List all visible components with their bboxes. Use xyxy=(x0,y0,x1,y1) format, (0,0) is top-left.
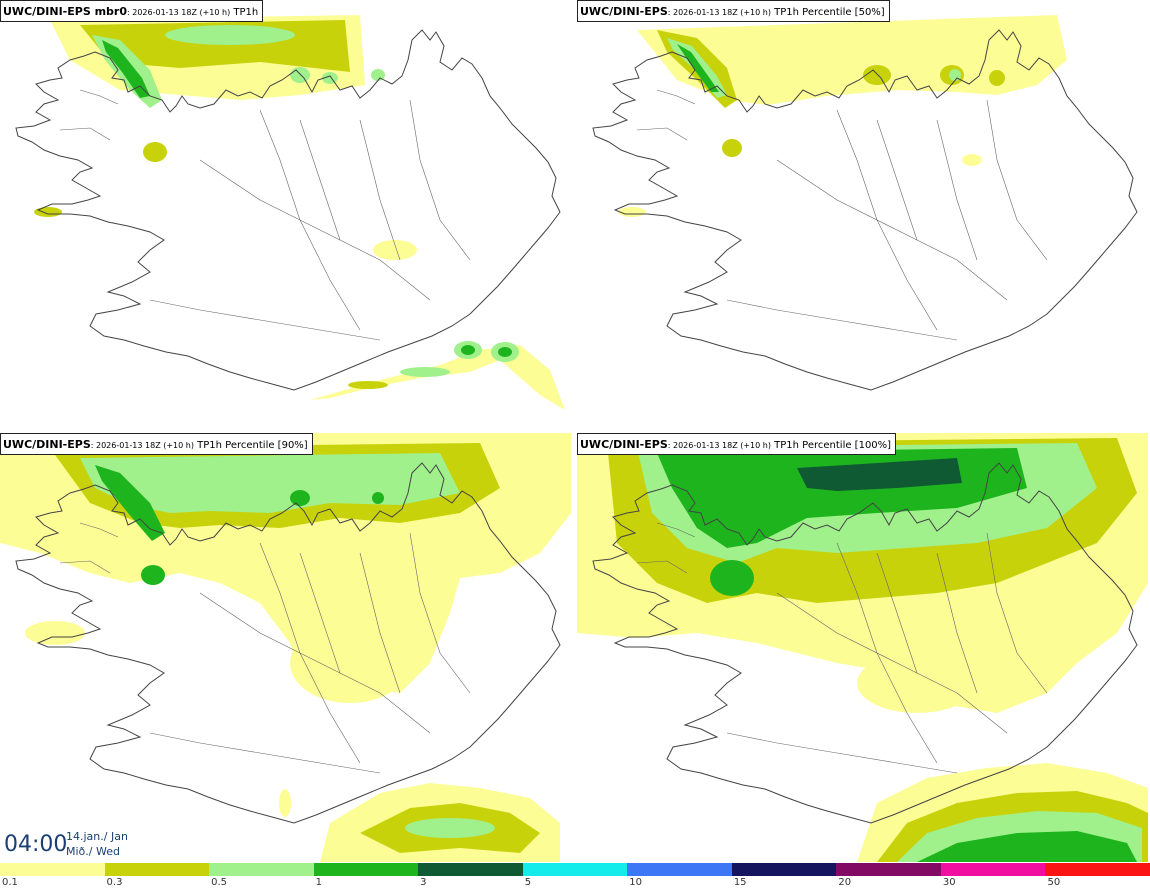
legend-swatch xyxy=(940,863,1046,876)
legend-label: 0.1 xyxy=(2,877,18,888)
legend-label: 0.5 xyxy=(211,877,227,888)
legend-label: 0.3 xyxy=(106,877,123,888)
parameter-name: TP1h Percentile [90%] xyxy=(193,440,308,451)
legend-swatch xyxy=(627,863,732,876)
panel-title: UWC/DINI-EPS: 2026-01-13 18Z (+10 h) TP1… xyxy=(577,0,890,22)
parameter-name: TP1h Percentile [50%] xyxy=(770,7,885,18)
legend-swatch xyxy=(209,863,314,876)
legend-label: 30 xyxy=(942,877,956,888)
legend-label: 3 xyxy=(420,877,427,888)
panel-divider-horizontal xyxy=(0,429,1150,433)
legend-color-bar xyxy=(0,863,1150,876)
run-time: : 2026-01-13 18Z (+10 h) xyxy=(90,441,194,450)
model-name: UWC/DINI-EPS mbr0 xyxy=(3,5,127,18)
valid-weekday: Mið./ Wed xyxy=(66,845,120,858)
precip-map xyxy=(15,15,565,410)
model-name: UWC/DINI-EPS xyxy=(3,438,91,451)
legend-swatch xyxy=(1045,863,1150,876)
map-panel-p100: UWC/DINI-EPS: 2026-01-13 18Z (+10 h) TP1… xyxy=(577,433,1148,862)
model-name: UWC/DINI-EPS xyxy=(580,5,668,18)
legend-label: 1 xyxy=(315,877,322,888)
panel-title: UWC/DINI-EPS: 2026-01-13 18Z (+10 h) TP1… xyxy=(577,433,897,455)
panel-title: UWC/DINI-EPS mbr0: 2026-01-13 18Z (+10 h… xyxy=(0,0,264,22)
legend-swatch xyxy=(418,863,523,876)
legend-labels: 0.1 0.3 0.5 1 3 5 10 15 20 30 50 xyxy=(0,877,1150,891)
run-time: : 2026-01-13 18Z (+10 h) xyxy=(667,8,771,17)
color-legend: 0.1 0.3 0.5 1 3 5 10 15 20 30 50 xyxy=(0,863,1150,891)
parameter-name: TP1h xyxy=(230,7,259,18)
legend-swatch xyxy=(731,863,837,876)
legend-label: 20 xyxy=(838,877,852,888)
legend-label: 50 xyxy=(1047,877,1061,888)
legend-swatch xyxy=(836,863,941,876)
precip-map xyxy=(577,433,1148,862)
run-time: : 2026-01-13 18Z (+10 h) xyxy=(667,441,771,450)
map-panel-p90: UWC/DINI-EPS: 2026-01-13 18Z (+10 h) TP1… xyxy=(0,433,571,862)
run-time: : 2026-01-13 18Z (+10 h) xyxy=(127,8,231,17)
legend-label: 15 xyxy=(733,877,747,888)
legend-label: 5 xyxy=(524,877,532,888)
valid-date: 14.jan./ Jan xyxy=(66,830,128,843)
legend-swatch xyxy=(313,863,419,876)
model-name: UWC/DINI-EPS xyxy=(580,438,668,451)
panel-title: UWC/DINI-EPS: 2026-01-13 18Z (+10 h) TP1… xyxy=(0,433,313,455)
valid-time-clock: 04:00 xyxy=(4,832,68,857)
legend-swatch xyxy=(522,863,628,876)
legend-label: 10 xyxy=(629,877,642,888)
legend-swatch xyxy=(104,863,210,876)
precip-map xyxy=(0,433,571,862)
parameter-name: TP1h Percentile [100%] xyxy=(770,440,892,451)
map-panel-p50: UWC/DINI-EPS: 2026-01-13 18Z (+10 h) TP1… xyxy=(577,0,1148,429)
valid-time-box: 04:00 14.jan./ Jan Mið./ Wed xyxy=(0,826,148,862)
map-panel-member0: UWC/DINI-EPS mbr0: 2026-01-13 18Z (+10 h… xyxy=(0,0,571,429)
legend-swatch xyxy=(0,863,105,876)
precip-map xyxy=(592,15,1138,391)
